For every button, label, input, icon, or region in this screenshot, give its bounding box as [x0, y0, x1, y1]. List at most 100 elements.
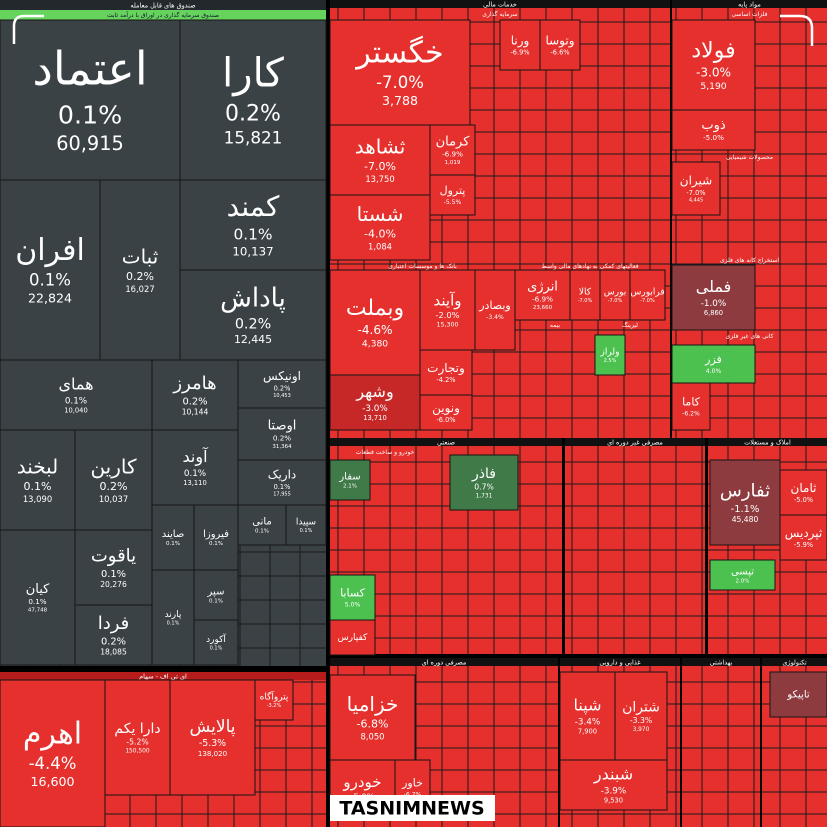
tile-name: هامرز [172, 373, 216, 394]
tile-name: بورس [604, 287, 627, 297]
tile-volume: 13,750 [365, 174, 394, 184]
tile-volume: 31,364 [272, 444, 292, 450]
tile-change: -4.4% [29, 754, 77, 773]
sector-title: ای تی اف - سهام [139, 673, 187, 681]
tile-name: اونیکس [263, 369, 301, 384]
tile-volume: 10,453 [273, 393, 291, 399]
tile-name: آکورد [206, 633, 226, 645]
tile-name: فردا [98, 613, 130, 634]
sector-title: مصرفی غیر دوره ای [607, 439, 663, 447]
tile [0, 679, 106, 827]
tile-volume: 1,731 [476, 494, 493, 500]
sector-header [0, 0, 326, 10]
tile [329, 19, 471, 126]
tile-name: کرمان [436, 135, 471, 150]
tile-name: اهرم [23, 717, 82, 752]
tile-change: 0.2% [235, 316, 271, 332]
tile-change: -2.0% [435, 310, 459, 320]
tile [193, 619, 239, 666]
tile-volume: 3,788 [382, 93, 418, 108]
tile-name: شتران [622, 699, 660, 715]
watermark: TASNIMNEWS [339, 798, 484, 820]
corner [12, 14, 44, 44]
tile-name: فاذر [471, 466, 496, 482]
group-title: بیمه [550, 322, 560, 329]
sector-header [682, 658, 760, 666]
tile-volume: 15,300 [436, 321, 458, 328]
tile [74, 529, 153, 606]
tile-change: -6.7% [404, 791, 422, 798]
sector-title: بهداشتی [710, 659, 733, 667]
tile-name: کارا [222, 51, 285, 97]
tile [329, 459, 371, 501]
tile-change: -3.9% [601, 786, 627, 796]
tile-change: 0.2% [273, 434, 291, 443]
tile-volume: 6,860 [704, 309, 723, 317]
tile-change: 0.1% [29, 270, 71, 289]
tile-name: پترول [440, 184, 466, 197]
tile [671, 382, 711, 431]
sector-header [560, 658, 680, 666]
tile [179, 179, 327, 271]
tile-change: -6.8% [357, 718, 389, 731]
tile-change: 0.1% [300, 528, 313, 534]
tile-change: -3.0% [362, 404, 388, 414]
tile-volume: 10,040 [64, 406, 87, 414]
tile-volume: 3,970 [633, 727, 650, 733]
tile-volume: 1,084 [368, 241, 392, 251]
tile-change: -3.4% [486, 314, 504, 321]
tile-name: مانی [252, 517, 272, 528]
tile-change: 2.5% [604, 358, 617, 364]
group-title: استخراج کانه های فلزی [720, 257, 779, 264]
tile-name: وآیند [434, 291, 462, 309]
tile-change: 0.1% [65, 396, 87, 406]
tile [671, 19, 756, 111]
tile-volume: 16,600 [30, 774, 74, 789]
tile-change: 0.1% [255, 529, 269, 535]
tile [419, 394, 473, 431]
sector-title: مصرفی دوره ای [422, 659, 467, 667]
tile-change: -6.9% [510, 48, 529, 56]
tile-change: -6.9% [442, 150, 463, 159]
sector-header [565, 438, 705, 446]
tile-name: خگستر [354, 36, 443, 71]
tile-name: تاپیکو [786, 689, 810, 700]
tile [151, 569, 195, 666]
tile [419, 269, 476, 351]
group-title: خودرو و ساخت قطعات [356, 449, 415, 456]
tile [329, 619, 376, 656]
tile-name: دارا یکم [114, 721, 160, 737]
tile-change: 0.1% [184, 469, 206, 479]
group-title: سرمایه گذاری [482, 10, 517, 18]
tile-change: 0.2% [274, 384, 291, 392]
sector-header [330, 658, 558, 666]
tile [671, 344, 756, 384]
tile [329, 269, 421, 376]
tile [779, 514, 827, 561]
tile [709, 559, 776, 591]
tile-change: -5.2% [126, 738, 148, 747]
tile [499, 19, 541, 71]
tile-change: 0.7% [474, 483, 494, 492]
tile [594, 334, 626, 376]
sector-title: صندوق های قابل معامله [130, 2, 196, 10]
tile-name: لبخند [17, 454, 59, 478]
sector-area [565, 446, 705, 654]
tile [151, 429, 239, 506]
tile [0, 179, 101, 361]
tile [0, 19, 181, 181]
tile-name: وتجارت [427, 361, 465, 376]
group-title: بانک ها و موسسات اعتباری [388, 263, 457, 270]
tile-volume: 8,050 [361, 731, 385, 741]
tile-change: 0.1% [233, 226, 272, 244]
tile-name: شپنا [574, 696, 602, 716]
tile-change: -6.2% [682, 410, 700, 417]
tile-name: خودرو [342, 773, 381, 791]
tile-change: -7.0% [376, 73, 424, 92]
tile-volume: 9,530 [604, 796, 623, 804]
tile-volume: 10,144 [182, 407, 209, 416]
tile-name: کسابا [340, 587, 366, 600]
tile-change: -4.2% [436, 376, 455, 384]
group-title: صندوق سرمایه گذاری در اوراق با درآمد ثاب… [107, 10, 219, 19]
tile-change: -6.6% [550, 48, 569, 56]
